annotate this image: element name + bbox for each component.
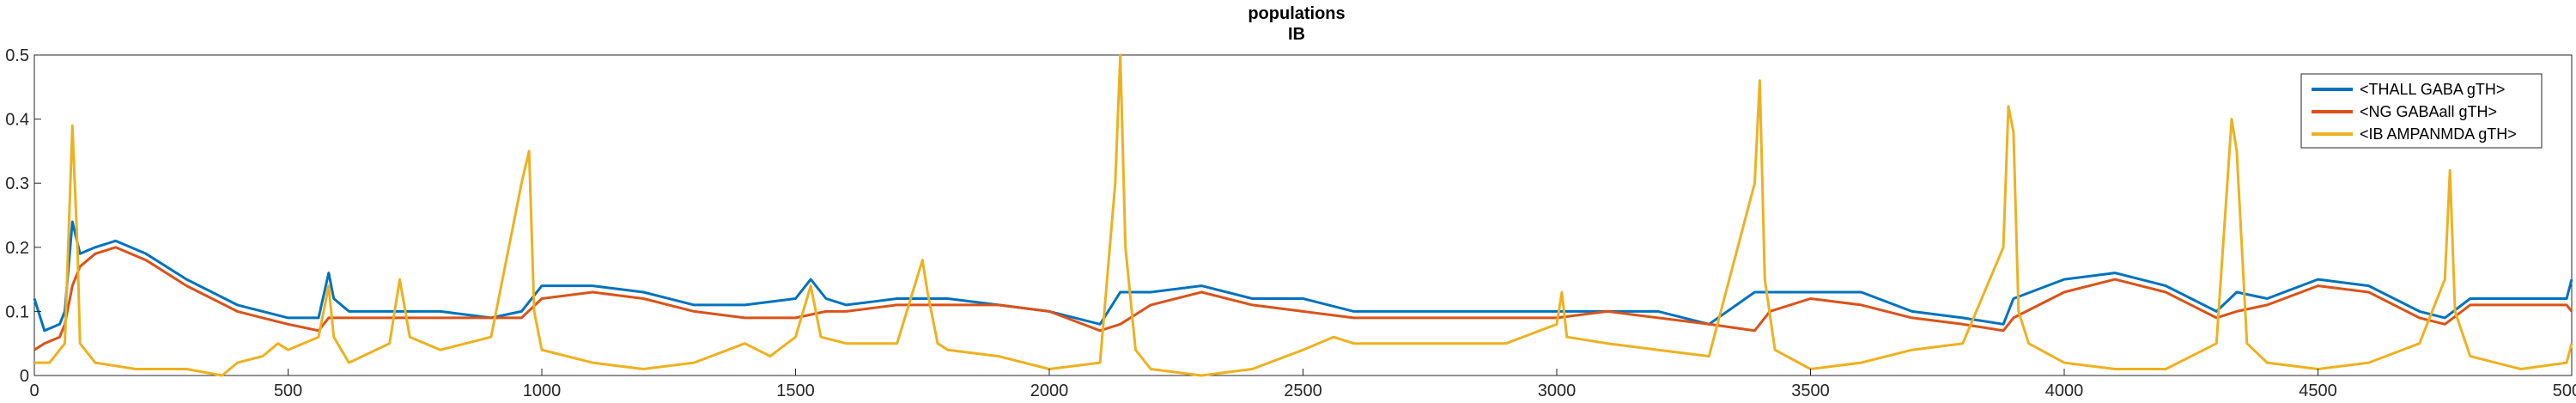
y-tick-label: 0.1	[5, 302, 29, 321]
x-tick-label: 4500	[2299, 382, 2337, 400]
x-tick-label: 1500	[776, 382, 815, 400]
legend-label: <IB AMPANMDA gTH>	[2360, 125, 2517, 143]
x-tick-label: 2000	[1030, 382, 1069, 400]
y-tick-label: 0.5	[5, 46, 29, 65]
plot-frame	[33, 54, 2573, 376]
y-tick-label: 0	[20, 367, 29, 386]
chart-title: populations	[1248, 4, 1345, 23]
x-tick-label: 1000	[523, 382, 562, 400]
x-tick-label: 3500	[1791, 382, 1830, 400]
x-tick-label: 3000	[1538, 382, 1577, 400]
x-tick-label: 500	[274, 382, 302, 400]
legend: <THALL GABA gTH> <NG GABAall gTH> <IB AMPA…	[2300, 73, 2543, 149]
x-tick-label: 4000	[2045, 382, 2084, 400]
legend-label: <NG GABAall gTH>	[2360, 103, 2497, 120]
legend-label: <THALL GABA gTH>	[2360, 81, 2505, 98]
y-tick-label: 0.2	[5, 239, 29, 258]
plot-area: 0 500 1000 1500 2000 2500 3000 3500 4000 4500 50 00…	[5, 46, 2576, 400]
series-line-0	[33, 220, 2573, 333]
series-line-1	[33, 246, 2573, 351]
series-line-2	[34, 53, 2573, 377]
x-tick-label: 0	[29, 382, 39, 400]
y-axis: 0 0.1 0.2 0.3 0.4 0.5	[5, 46, 41, 386]
x-tick-label: 2500	[1284, 382, 1322, 400]
y-tick-label: 0.4	[5, 111, 29, 130]
series-group	[33, 53, 2573, 377]
y-tick-label: 0.3	[5, 174, 29, 193]
chart-subtitle: IB	[1288, 25, 1305, 44]
